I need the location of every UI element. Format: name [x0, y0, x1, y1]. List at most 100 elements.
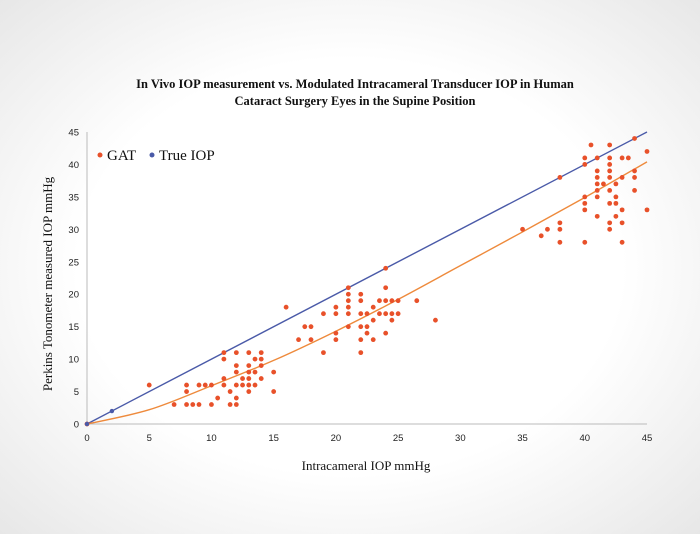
- gat-point: [184, 389, 189, 394]
- gat-point: [619, 220, 625, 226]
- gat-point: [258, 363, 264, 368]
- gat-point: [233, 382, 239, 388]
- gat-point: [389, 317, 395, 323]
- legend-true-iop-label: True IOP: [159, 148, 215, 164]
- gat-point: [613, 194, 619, 200]
- gat-point: [383, 311, 389, 317]
- gat-point: [607, 175, 613, 180]
- axes: 0 5 10 15 20 25 30 35 40 45 0 5 10 15 20 25 30 35 40 45: [68, 128, 652, 445]
- gat-point: [377, 298, 382, 304]
- gat-point: [632, 175, 637, 180]
- gat-point: [345, 298, 351, 304]
- legend-true-iop-marker: [149, 152, 155, 158]
- x-tick-label: 35: [517, 433, 528, 444]
- gat-point: [389, 311, 395, 317]
- gat-point: [246, 376, 252, 381]
- true-iop-line: [86, 131, 648, 425]
- gat-point: [233, 395, 239, 401]
- gat-point: [345, 304, 351, 310]
- gat-point: [308, 337, 314, 343]
- gat-point: [196, 402, 202, 407]
- gat-point: [333, 330, 339, 336]
- gat-point: [246, 350, 252, 356]
- gat-trendline: [86, 161, 648, 425]
- legend-gat-label: GAT: [107, 148, 136, 164]
- gat-point: [221, 382, 227, 388]
- gat-point: [302, 324, 308, 330]
- gat-point: [252, 382, 258, 388]
- gat-point: [557, 220, 563, 226]
- gat-point: [607, 220, 613, 226]
- gat-point: [383, 265, 389, 271]
- gat-point: [538, 233, 544, 239]
- gat-point: [227, 389, 233, 394]
- gat-point: [209, 402, 214, 407]
- gat-point: [258, 350, 264, 356]
- plot-area: [84, 131, 650, 427]
- x-tick-label: 25: [393, 433, 404, 444]
- gat-point: [333, 304, 339, 310]
- gat-point: [619, 175, 625, 180]
- gat-point: [202, 382, 208, 388]
- gat-point: [333, 337, 339, 343]
- gat-point: [358, 298, 364, 304]
- y-tick-label: 35: [68, 192, 79, 203]
- gat-point: [632, 188, 637, 193]
- gat-point: [345, 285, 351, 291]
- gat-point: [196, 382, 202, 388]
- gat-point: [594, 181, 600, 187]
- gat-point: [364, 324, 370, 330]
- y-axis-label: Perkins Tonometer measured IOP mmHg: [40, 176, 55, 391]
- gat-point: [252, 369, 258, 375]
- gat-point: [283, 304, 289, 310]
- gat-point: [607, 168, 613, 174]
- gat-point: [557, 175, 563, 180]
- chart-title-line-1: In Vivo IOP measurement vs. Modulated In…: [136, 77, 574, 91]
- gat-point: [321, 350, 326, 356]
- gat-point: [258, 356, 264, 362]
- gat-point: [233, 363, 239, 368]
- gat-point: [370, 317, 376, 323]
- gat-point: [358, 337, 364, 343]
- gat-point: [215, 395, 221, 401]
- gat-point: [594, 188, 600, 193]
- gat-point: [258, 376, 264, 381]
- gat-point: [607, 142, 613, 148]
- gat-point: [632, 136, 637, 141]
- x-tick-label: 20: [331, 433, 342, 444]
- gat-point: [345, 324, 351, 330]
- gat-point: [209, 382, 214, 388]
- gat-point: [594, 213, 600, 219]
- y-tick-label: 25: [68, 257, 79, 268]
- gat-point: [613, 213, 619, 219]
- gat-point: [233, 369, 239, 375]
- y-tick-label: 15: [68, 322, 79, 333]
- x-tick-label: 10: [206, 433, 217, 444]
- gat-point: [607, 162, 613, 167]
- gat-point: [296, 337, 301, 343]
- gat-point: [333, 311, 339, 317]
- gat-point: [184, 402, 189, 407]
- gat-point: [370, 337, 376, 343]
- gat-point: [594, 175, 600, 180]
- gat-point: [594, 168, 600, 174]
- gat-point: [364, 311, 370, 317]
- x-tick-label: 15: [268, 433, 279, 444]
- gat-point: [383, 285, 389, 291]
- gat-point: [395, 311, 401, 317]
- gat-point: [607, 200, 613, 206]
- gat-point: [607, 155, 613, 161]
- x-axis-label: Intracameral IOP mmHg: [302, 458, 431, 473]
- gat-point: [582, 194, 588, 200]
- gat-point: [240, 376, 245, 381]
- gat-point: [588, 142, 594, 148]
- x-tick-label: 40: [579, 433, 590, 444]
- gat-point: [582, 162, 588, 167]
- true-iop-point: [84, 421, 90, 427]
- y-tick-label: 30: [68, 225, 79, 236]
- gat-point: [594, 194, 600, 200]
- gat-point: [607, 188, 613, 193]
- gat-point: [619, 239, 625, 245]
